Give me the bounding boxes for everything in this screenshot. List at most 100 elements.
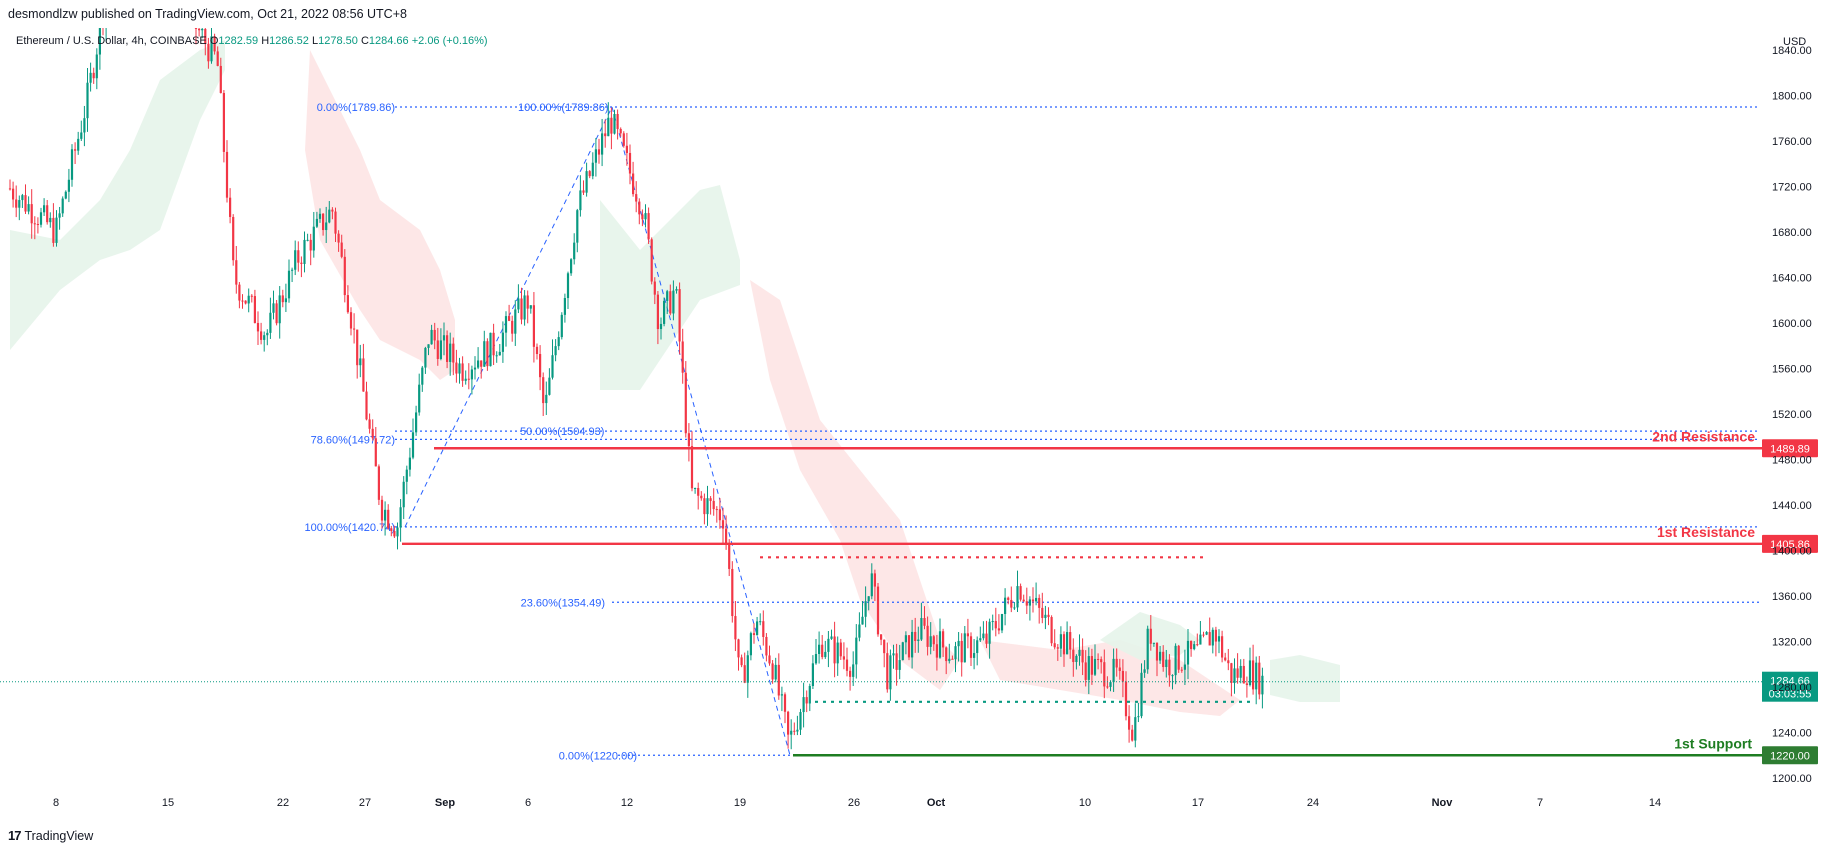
fib-label: 78.60%(1497.72) [311,434,395,446]
candle-body [898,660,901,670]
candle-body [86,82,89,119]
candle-body [942,631,945,648]
candle-body [309,239,312,251]
candle-body [225,151,229,198]
candle-body [548,377,551,395]
candle-body [8,188,12,190]
candle-body [659,323,663,330]
candle-body [1252,660,1255,690]
x-tick-label: 22 [277,797,289,809]
candle-body [560,314,563,338]
candle-body [1177,645,1180,670]
candle-body [783,694,787,712]
candle-body [901,642,904,661]
candle-body [839,642,842,657]
candle-body [27,204,30,212]
candle-body [229,197,232,217]
footer: 17 TradingView [8,828,93,843]
candle-body [1016,586,1019,608]
candle-body [976,640,979,654]
candle-body [1196,644,1199,646]
candle-body [777,664,780,696]
candle-body [1078,649,1081,656]
candle-body [1155,642,1159,661]
candle-body [269,312,272,333]
level-name-label: 1st Resistance [1657,524,1755,540]
candle-body [703,498,706,515]
candle-body [607,117,610,137]
candle-body [489,332,492,367]
candle-body [235,260,238,285]
candle-body [1066,632,1069,655]
candle-body [1221,636,1224,658]
candle-body [678,289,681,342]
candle-body [573,242,576,260]
candle-body [1140,672,1143,717]
candle-body [511,320,514,334]
candle-body [644,213,647,220]
candle-body [439,340,442,359]
x-tick-label: 17 [1192,797,1204,809]
candle-body [1205,632,1208,635]
fib-label: 100.00%(1789.86) [518,102,609,114]
candle-body [712,500,715,510]
candle-body [1171,675,1174,677]
candle-body [526,295,529,309]
candle-body [1093,658,1097,675]
candle-body [1193,644,1196,650]
candle-body [33,223,36,225]
candle-body [945,647,948,662]
chart-background [0,28,1834,828]
candle-body [272,303,275,313]
candle-body [1112,658,1115,683]
candle-body [938,631,942,658]
candle-body [628,152,632,174]
candle-body [418,384,421,413]
candle-body [991,621,994,623]
candle-body [384,509,387,521]
candle-body [601,133,604,155]
candle-body [669,291,672,314]
candle-body [1007,597,1010,600]
candle-body [362,358,365,392]
open-value: 1282.59 [218,35,259,47]
level-name-label: 1st Support [1674,735,1752,751]
fib-label: 50.00%(1504.93) [520,426,604,438]
candle-body [814,653,818,664]
price-chart[interactable]: 0.00%(1789.86) 100.00%(1789.86) 78.60%(149… [0,28,1834,828]
x-axis: 8 15 22 27 Sep 6 12 19 26 Oct 10 17 24 Nov 7 14 [53,797,1661,809]
candle-body [684,372,687,434]
candle-body [74,149,77,151]
candle-body [709,498,712,501]
y-tick-label: 1440.00 [1772,500,1812,512]
candle-body [501,332,504,352]
current-price-tag [1762,671,1818,702]
candle-body [1050,617,1053,644]
candle-body [873,573,876,587]
candle-body [64,191,67,199]
candle-body [551,355,554,378]
candle-body [253,296,256,323]
candle-body [1152,642,1155,644]
candle-body [1128,716,1131,730]
candle-body [864,601,867,617]
candle-body [49,217,52,223]
publisher-line: desmondlzw published on TradingView.com,… [8,7,407,21]
candle-body [759,621,762,623]
candle-body [700,495,703,499]
candle-body [201,29,204,31]
candle-body [1100,659,1103,663]
candle-body [387,509,390,529]
x-tick-label: Oct [927,797,946,809]
candle-body [1019,586,1022,600]
candle-body [529,305,532,309]
candle-body [802,697,805,713]
candle-body [492,332,495,356]
candle-body [585,171,588,193]
candle-body [477,360,480,368]
candle-body [356,329,359,366]
candle-body [1255,662,1258,690]
candle-body [588,171,591,177]
candle-body [303,239,306,264]
candle-body [498,351,501,356]
